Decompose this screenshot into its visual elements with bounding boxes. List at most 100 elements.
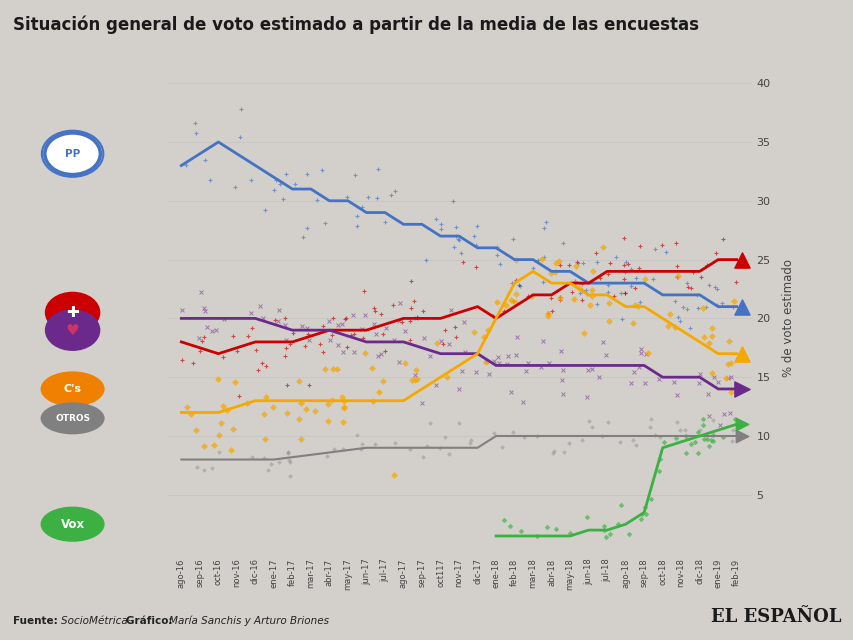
Point — [492, 358, 506, 368]
Point — [392, 316, 405, 326]
Point — [434, 223, 448, 234]
Point — [331, 339, 345, 349]
Point — [256, 314, 270, 324]
Point — [492, 259, 506, 269]
Point — [503, 294, 517, 305]
Point — [346, 328, 360, 339]
Point — [212, 447, 225, 457]
Point — [457, 347, 471, 357]
Point — [509, 275, 523, 285]
Point — [699, 260, 713, 270]
Point — [423, 418, 437, 428]
Point — [175, 305, 189, 316]
Point — [575, 294, 589, 305]
Point — [662, 308, 676, 319]
Point — [198, 156, 212, 166]
Point — [430, 339, 444, 349]
Point — [637, 274, 651, 284]
Point — [317, 364, 331, 374]
Point — [608, 252, 622, 262]
Point — [701, 441, 715, 451]
Point — [327, 444, 340, 454]
Point — [722, 408, 736, 418]
Point — [330, 364, 344, 374]
Point — [667, 322, 681, 332]
Point — [734, 301, 748, 312]
Point — [503, 387, 517, 397]
Point — [444, 305, 458, 316]
Point — [267, 186, 281, 196]
Point — [216, 401, 229, 412]
Point — [334, 319, 348, 329]
Point — [684, 438, 698, 449]
Point — [214, 418, 228, 428]
Point — [734, 431, 748, 441]
Point — [281, 447, 295, 458]
Point — [194, 346, 207, 356]
Point — [706, 371, 720, 381]
Text: Situación general de voto estimado a partir de la media de las encuestas: Situación general de voto estimado a par… — [13, 16, 698, 35]
Point — [711, 377, 724, 387]
Point — [501, 351, 514, 361]
Point — [198, 306, 212, 316]
Point — [550, 286, 564, 296]
Point — [601, 417, 614, 428]
Point — [354, 444, 368, 454]
Point — [508, 296, 521, 307]
Point — [415, 306, 429, 316]
Point — [618, 288, 631, 298]
Point — [372, 387, 386, 397]
Point — [582, 416, 595, 426]
Point — [361, 192, 374, 202]
Point — [223, 445, 237, 455]
Point — [602, 257, 616, 268]
Point — [525, 291, 538, 301]
Point — [692, 369, 705, 379]
Point — [244, 308, 258, 318]
Point — [337, 403, 351, 413]
Point — [670, 271, 684, 281]
Point — [645, 274, 659, 284]
Point — [367, 303, 380, 313]
Point — [699, 302, 712, 312]
Point — [463, 438, 477, 448]
Point — [561, 260, 575, 270]
Point — [350, 211, 363, 221]
Point — [315, 165, 328, 175]
Point — [456, 257, 469, 267]
Point — [548, 257, 562, 268]
Point — [628, 300, 641, 310]
Point — [203, 175, 217, 186]
Point — [584, 291, 598, 301]
Point — [535, 254, 548, 264]
Point — [318, 218, 332, 228]
Point — [720, 373, 734, 383]
Point — [346, 310, 360, 320]
Point — [449, 222, 462, 232]
Text: Gráfico:: Gráfico: — [125, 616, 176, 626]
Point — [569, 260, 583, 271]
Point — [479, 356, 492, 366]
Point — [340, 192, 354, 202]
Point — [339, 313, 352, 323]
Point — [197, 465, 211, 475]
Point — [696, 332, 710, 342]
Point — [710, 300, 723, 310]
Point — [368, 305, 381, 316]
Point — [676, 302, 689, 312]
Point — [386, 470, 400, 480]
Point — [194, 287, 208, 297]
Point — [705, 330, 718, 340]
Point — [394, 317, 408, 327]
Point — [672, 316, 686, 326]
Point — [403, 444, 416, 454]
Point — [670, 312, 684, 322]
Point — [339, 342, 353, 353]
Point — [312, 339, 326, 349]
Point — [322, 316, 336, 326]
Point — [338, 314, 351, 324]
Point — [321, 399, 334, 409]
Point — [336, 444, 350, 454]
Point — [357, 285, 371, 296]
Point — [189, 461, 203, 472]
